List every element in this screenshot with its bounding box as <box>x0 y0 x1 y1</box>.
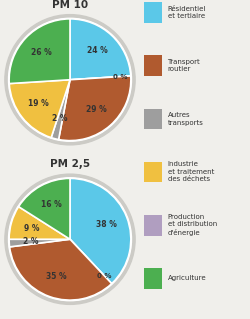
Circle shape <box>8 178 132 301</box>
Text: 29 %: 29 % <box>86 105 106 114</box>
Text: 0 %: 0 % <box>97 273 112 278</box>
Text: 9 %: 9 % <box>24 224 40 233</box>
Bar <box>144 268 162 289</box>
Wedge shape <box>18 178 70 239</box>
Wedge shape <box>70 19 131 80</box>
Wedge shape <box>9 207 70 239</box>
Text: 16 %: 16 % <box>40 200 61 209</box>
Bar <box>144 162 162 182</box>
Text: Industrie
et traitement
des déchets: Industrie et traitement des déchets <box>168 161 214 182</box>
Wedge shape <box>70 239 112 284</box>
Text: 35 %: 35 % <box>46 272 67 281</box>
Wedge shape <box>9 19 70 84</box>
Text: Transport
routier: Transport routier <box>168 59 200 72</box>
Text: Production
et distribution
d'énergie: Production et distribution d'énergie <box>168 214 217 236</box>
Bar <box>144 108 162 129</box>
Text: 38 %: 38 % <box>96 220 117 229</box>
Wedge shape <box>51 80 70 139</box>
Title: PM 10: PM 10 <box>52 0 88 10</box>
Bar <box>144 215 162 236</box>
Text: 24 %: 24 % <box>87 46 108 56</box>
Text: 26 %: 26 % <box>31 48 52 57</box>
Wedge shape <box>10 239 112 300</box>
Circle shape <box>8 18 132 141</box>
Text: 2 %: 2 % <box>23 237 38 246</box>
Text: Résidentiel
et tertiaire: Résidentiel et tertiaire <box>168 6 206 19</box>
Text: Agriculture: Agriculture <box>168 275 206 281</box>
Wedge shape <box>70 76 131 80</box>
Wedge shape <box>9 80 70 137</box>
Wedge shape <box>9 239 70 247</box>
Circle shape <box>5 174 135 304</box>
Text: 2 %: 2 % <box>52 114 68 122</box>
Text: 0 %: 0 % <box>112 74 127 80</box>
Text: 19 %: 19 % <box>28 100 49 108</box>
Wedge shape <box>70 178 131 284</box>
Title: PM 2,5: PM 2,5 <box>50 159 90 169</box>
Wedge shape <box>58 76 131 141</box>
Circle shape <box>5 15 135 145</box>
Text: Autres
transports: Autres transports <box>168 112 203 125</box>
Bar <box>144 56 162 76</box>
Bar <box>144 2 162 23</box>
